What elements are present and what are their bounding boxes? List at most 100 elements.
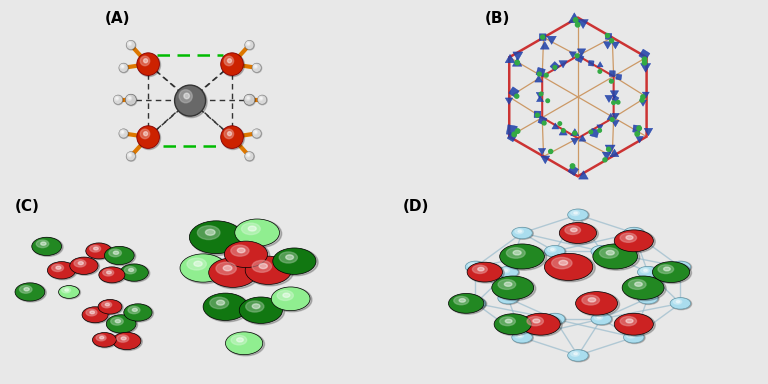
Polygon shape [588, 60, 594, 66]
Circle shape [48, 262, 76, 279]
Circle shape [221, 126, 244, 149]
Circle shape [221, 53, 244, 76]
Circle shape [538, 72, 541, 76]
Polygon shape [597, 62, 603, 67]
Circle shape [181, 255, 229, 283]
Circle shape [176, 86, 207, 118]
Circle shape [598, 129, 601, 132]
Circle shape [33, 238, 63, 257]
Circle shape [571, 211, 579, 215]
Circle shape [247, 42, 250, 46]
Circle shape [247, 257, 293, 286]
Polygon shape [641, 63, 650, 72]
Circle shape [56, 266, 61, 269]
Circle shape [513, 250, 521, 255]
Polygon shape [536, 67, 545, 77]
Polygon shape [642, 92, 649, 98]
Circle shape [105, 303, 110, 306]
Polygon shape [541, 156, 550, 164]
Polygon shape [559, 61, 568, 68]
Circle shape [216, 262, 237, 275]
Circle shape [603, 158, 607, 162]
Circle shape [119, 129, 128, 139]
Circle shape [658, 265, 674, 273]
Circle shape [247, 97, 249, 99]
Circle shape [522, 314, 562, 336]
Circle shape [626, 319, 633, 323]
Circle shape [459, 299, 465, 302]
Text: (B): (B) [485, 11, 510, 26]
Circle shape [614, 313, 654, 335]
Circle shape [106, 315, 136, 333]
Circle shape [98, 300, 122, 314]
Circle shape [184, 93, 190, 99]
Polygon shape [505, 54, 515, 63]
Circle shape [210, 297, 229, 309]
Circle shape [90, 311, 94, 314]
Circle shape [86, 309, 97, 316]
Circle shape [115, 96, 119, 100]
Circle shape [568, 209, 589, 221]
Circle shape [271, 287, 310, 311]
Circle shape [591, 245, 611, 257]
Circle shape [574, 212, 578, 214]
Circle shape [236, 220, 282, 248]
Circle shape [620, 316, 637, 326]
Circle shape [641, 294, 649, 299]
Circle shape [119, 63, 128, 72]
Circle shape [19, 286, 32, 293]
Circle shape [548, 149, 553, 154]
Circle shape [472, 264, 475, 266]
Circle shape [498, 293, 519, 305]
Circle shape [504, 269, 508, 271]
Circle shape [128, 268, 134, 271]
Circle shape [107, 271, 111, 274]
Circle shape [237, 338, 243, 342]
Circle shape [548, 315, 556, 320]
Circle shape [591, 313, 611, 325]
Circle shape [546, 254, 595, 282]
Circle shape [226, 332, 263, 355]
Polygon shape [636, 136, 644, 143]
Circle shape [501, 245, 547, 270]
Circle shape [637, 266, 658, 278]
Circle shape [100, 267, 126, 284]
Polygon shape [579, 135, 586, 141]
Circle shape [637, 126, 641, 131]
Circle shape [114, 95, 123, 104]
Circle shape [568, 350, 588, 361]
Polygon shape [639, 49, 650, 60]
Circle shape [245, 152, 254, 161]
Circle shape [286, 255, 293, 260]
Circle shape [248, 226, 257, 231]
Circle shape [235, 219, 280, 247]
Circle shape [86, 243, 112, 259]
Circle shape [252, 304, 260, 309]
Circle shape [612, 101, 615, 104]
Circle shape [104, 247, 134, 265]
Circle shape [492, 276, 534, 300]
Circle shape [493, 277, 536, 301]
Circle shape [591, 314, 612, 325]
Circle shape [593, 244, 637, 269]
Polygon shape [610, 149, 619, 157]
Circle shape [257, 95, 266, 104]
Circle shape [259, 96, 263, 100]
Circle shape [582, 295, 600, 305]
Polygon shape [512, 58, 522, 66]
Circle shape [541, 35, 545, 39]
Circle shape [223, 265, 232, 271]
Circle shape [501, 268, 509, 273]
Circle shape [559, 223, 597, 243]
Circle shape [115, 319, 121, 323]
Circle shape [255, 131, 257, 133]
Circle shape [99, 300, 123, 315]
Circle shape [558, 122, 561, 125]
Circle shape [240, 297, 283, 323]
Circle shape [241, 223, 260, 235]
Circle shape [674, 263, 682, 268]
Circle shape [259, 263, 267, 268]
Circle shape [90, 245, 101, 252]
Circle shape [96, 335, 106, 341]
Circle shape [533, 319, 540, 323]
